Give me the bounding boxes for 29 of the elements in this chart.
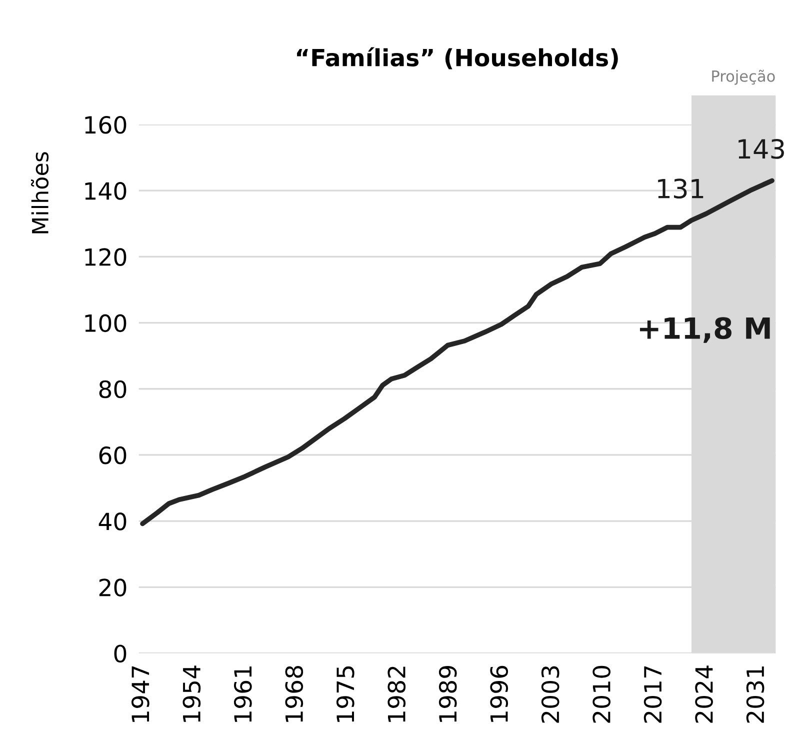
x-tick-label: 1996 xyxy=(490,666,508,722)
y-tick-label: 20 xyxy=(99,578,126,596)
y-tick-label: 120 xyxy=(85,248,126,266)
x-tick-label: 1954 xyxy=(182,666,201,722)
x-tick-label: 1982 xyxy=(388,666,406,722)
x-tick-label: 2003 xyxy=(541,666,560,723)
chart-title: “Famílias” (Households) xyxy=(297,47,618,70)
y-tick-label: 40 xyxy=(98,512,126,530)
x-tick-label: 2010 xyxy=(592,666,610,723)
band-label: Projeção xyxy=(712,70,775,85)
x-tick-label: 2017 xyxy=(644,666,662,723)
y-tick-label: 80 xyxy=(99,380,126,398)
y-tick-label: 0 xyxy=(114,644,126,663)
y-tick-label: 100 xyxy=(85,314,126,332)
x-tick-label: 1968 xyxy=(285,666,304,722)
y-tick-label: 60 xyxy=(99,446,126,464)
x-tick-label: 1961 xyxy=(234,666,252,722)
x-tick-label: 1975 xyxy=(336,666,354,722)
x-tick-label: 2031 xyxy=(746,666,764,723)
x-tick-label: 1947 xyxy=(132,666,150,722)
line-series xyxy=(140,178,774,526)
annotation: +11,8 M xyxy=(640,317,770,343)
x-tick-label: 1989 xyxy=(438,666,457,722)
y-tick-label: 140 xyxy=(85,182,126,200)
annotation: 131 xyxy=(658,178,704,199)
y-axis-title: Milhões xyxy=(31,152,49,234)
x-tick-label: 2024 xyxy=(695,666,713,723)
annotation: 143 xyxy=(738,138,784,159)
y-tick-label: 160 xyxy=(85,116,126,134)
